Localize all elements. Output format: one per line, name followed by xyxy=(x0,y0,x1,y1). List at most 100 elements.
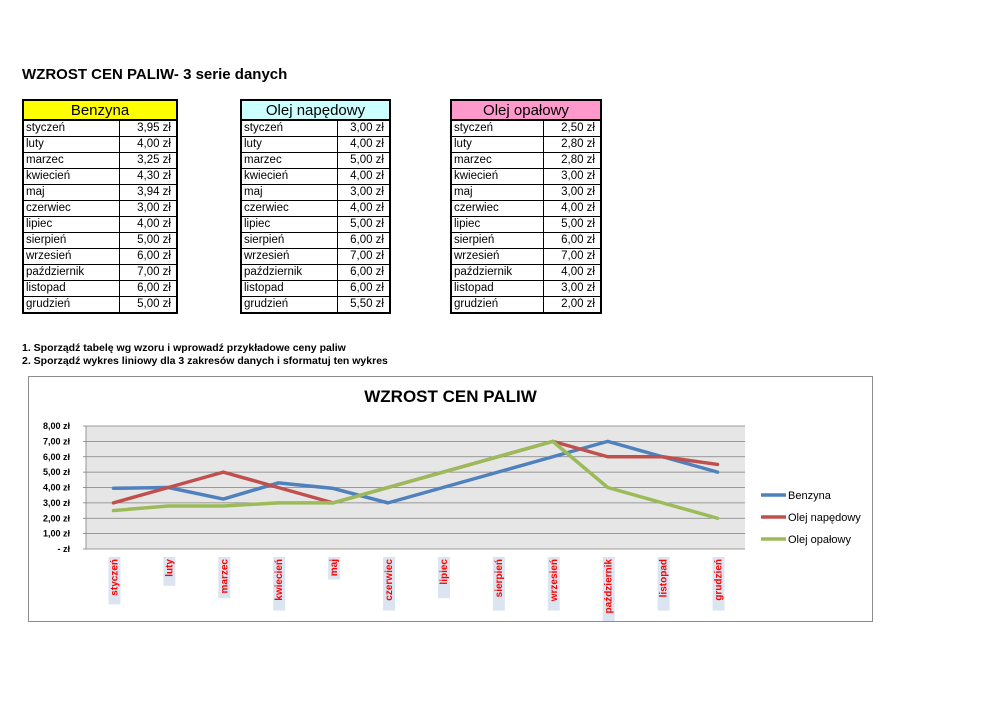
category-label-bg xyxy=(328,557,341,580)
price-cell: 3,00 zł xyxy=(336,119,391,137)
month-cell: marzec xyxy=(450,152,544,169)
category-label: lipiec xyxy=(439,559,450,585)
legend-label: Olej opałowy xyxy=(788,534,851,546)
price-cell: 6,00 zł xyxy=(336,264,391,281)
month-cell: kwiecień xyxy=(240,168,338,185)
month-cell: lipiec xyxy=(450,216,544,233)
table-row: październik 4,00 zł xyxy=(450,264,602,281)
price-cell: 3,00 zł xyxy=(542,184,602,201)
month-cell: listopad xyxy=(450,280,544,297)
y-tick-label: 1,00 zł xyxy=(43,529,71,539)
month-cell: grudzień xyxy=(450,296,544,314)
category-label-group: wrzesień xyxy=(547,557,560,611)
price-cell: 3,95 zł xyxy=(118,119,178,137)
table-row: grudzień 5,00 zł xyxy=(22,296,178,314)
month-cell: maj xyxy=(450,184,544,201)
category-label: czerwiec xyxy=(384,559,395,601)
category-label-bg xyxy=(108,557,121,605)
month-cell: marzec xyxy=(240,152,338,169)
benzyna-table: Benzyna styczeń 3,95 zł luty 4,00 zł marzec 3… xyxy=(22,99,178,314)
category-label-bg xyxy=(218,557,231,599)
category-label-group: marzec xyxy=(218,557,231,599)
table-row: lipiec 4,00 zł xyxy=(22,216,178,233)
category-label-bg xyxy=(437,557,450,599)
table-row: styczeń 2,50 zł xyxy=(450,119,602,137)
table-row: wrzesień 6,00 zł xyxy=(22,248,178,265)
table-row: lipiec 5,00 zł xyxy=(450,216,602,233)
price-cell: 2,80 zł xyxy=(542,152,602,169)
price-cell: 3,00 zł xyxy=(336,184,391,201)
y-tick-label: 6,00 zł xyxy=(43,452,71,462)
month-cell: styczeń xyxy=(22,119,120,137)
y-tick-label: 8,00 zł xyxy=(43,421,71,431)
month-cell: październik xyxy=(240,264,338,281)
category-label-group: czerwiec xyxy=(383,557,396,611)
table-row: styczeń 3,95 zł xyxy=(22,119,178,137)
table-row: maj 3,00 zł xyxy=(450,184,602,201)
table-row: wrzesień 7,00 zł xyxy=(240,248,391,265)
category-label-bg xyxy=(547,557,560,611)
price-cell: 6,00 zł xyxy=(336,232,391,249)
month-cell: lipiec xyxy=(22,216,120,233)
category-label-bg xyxy=(712,557,725,611)
y-tick-label: 7,00 zł xyxy=(43,436,71,446)
price-cell: 7,00 zł xyxy=(542,248,602,265)
month-cell: lipiec xyxy=(240,216,338,233)
category-label-group: styczeń xyxy=(108,557,121,605)
table-row: listopad 3,00 zł xyxy=(450,280,602,297)
category-label-bg xyxy=(657,557,670,611)
table-row: grudzień 2,00 zł xyxy=(450,296,602,314)
category-label: listopad xyxy=(659,559,670,597)
category-label-bg xyxy=(273,557,286,611)
category-label: maj xyxy=(329,559,340,576)
price-cell: 5,00 zł xyxy=(118,232,178,249)
category-label: kwiecień xyxy=(274,559,285,601)
y-tick-label: 3,00 zł xyxy=(43,498,71,508)
table-row: luty 4,00 zł xyxy=(22,136,178,153)
month-cell: luty xyxy=(450,136,544,153)
olej-opalowy-table: Olej opałowy styczeń 2,50 zł luty 2,80 zł ma… xyxy=(450,99,602,314)
month-cell: czerwiec xyxy=(22,200,120,217)
month-cell: październik xyxy=(450,264,544,281)
table-row: marzec 3,25 zł xyxy=(22,152,178,169)
category-label-group: luty xyxy=(163,557,176,586)
category-label: sierpień xyxy=(494,559,505,597)
month-cell: listopad xyxy=(240,280,338,297)
price-cell: 3,25 zł xyxy=(118,152,178,169)
month-cell: sierpień xyxy=(240,232,338,249)
table-row: luty 2,80 zł xyxy=(450,136,602,153)
category-label-bg xyxy=(383,557,396,611)
table-row: czerwiec 4,00 zł xyxy=(240,200,391,217)
price-cell: 7,00 zł xyxy=(118,264,178,281)
table-row: kwiecień 3,00 zł xyxy=(450,168,602,185)
table-row: październik 7,00 zł xyxy=(22,264,178,281)
price-cell: 5,00 zł xyxy=(118,296,178,314)
month-cell: maj xyxy=(22,184,120,201)
month-cell: sierpień xyxy=(22,232,120,249)
category-label-bg xyxy=(602,557,615,621)
table-header: Benzyna xyxy=(22,99,178,121)
month-cell: wrzesień xyxy=(240,248,338,265)
table-row: sierpień 6,00 zł xyxy=(240,232,391,249)
month-cell: październik xyxy=(22,264,120,281)
price-cell: 6,00 zł xyxy=(118,280,178,297)
table-row: maj 3,94 zł xyxy=(22,184,178,201)
table-row: czerwiec 3,00 zł xyxy=(22,200,178,217)
category-label: grudzień xyxy=(714,559,725,601)
chart-canvas: 8,00 zł 7,00 zł 6,00 zł 5,00 zł 4,00 zł 3,00 … xyxy=(43,421,861,621)
month-cell: luty xyxy=(22,136,120,153)
price-cell: 4,00 zł xyxy=(542,264,602,281)
month-cell: grudzień xyxy=(22,296,120,314)
table-row: grudzień 5,50 zł xyxy=(240,296,391,314)
category-label-group: sierpień xyxy=(492,557,505,611)
category-label: październik xyxy=(604,559,615,614)
table-row: kwiecień 4,30 zł xyxy=(22,168,178,185)
category-label-group: maj xyxy=(328,557,341,580)
table-row: marzec 5,00 zł xyxy=(240,152,391,169)
category-label: wrzesień xyxy=(549,559,560,602)
table-row: luty 4,00 zł xyxy=(240,136,391,153)
price-cell: 7,00 zł xyxy=(336,248,391,265)
price-cell: 2,00 zł xyxy=(542,296,602,314)
price-cell: 6,00 zł xyxy=(336,280,391,297)
table-row: sierpień 6,00 zł xyxy=(450,232,602,249)
